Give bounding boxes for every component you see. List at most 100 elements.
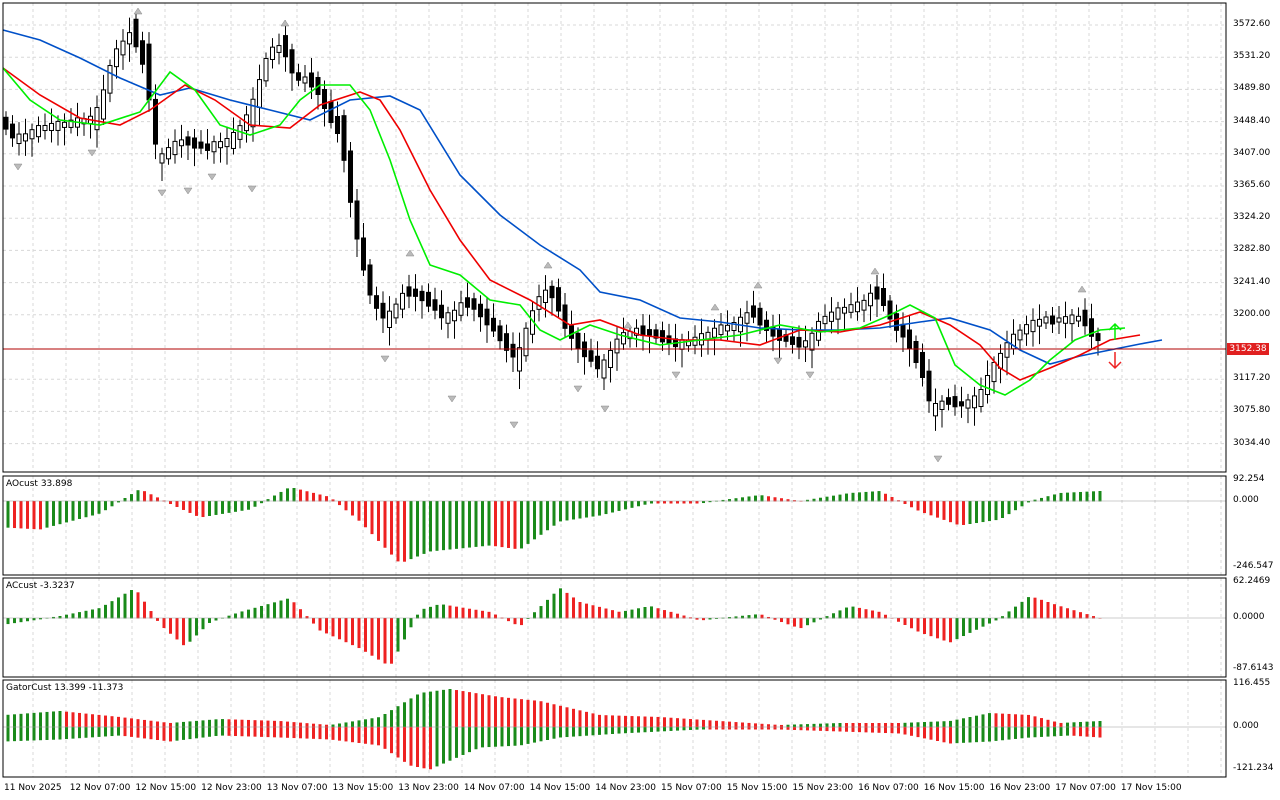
price-pane[interactable] [2,7,1226,463]
ao-axis-label: 92.254 [1233,474,1265,484]
gator-upper-bar [838,723,842,728]
candle-bull [1076,315,1081,322]
gator-lower-bar [123,727,127,737]
gator-lower-bar [975,727,978,743]
ac-histogram-bar [487,611,491,619]
ao-histogram-bar [156,497,159,502]
ac-histogram-bar [786,618,790,625]
ao-pane[interactable] [3,488,1226,562]
gator-upper-bar [916,722,920,728]
gator-upper-bar [695,719,699,728]
ao-histogram-bar [338,501,341,506]
gator-upper-bar [786,724,790,728]
ao-histogram-bar [208,501,211,516]
gator-lower-bar [325,727,328,740]
gator-lower-bar [780,727,783,730]
gator-upper-bar [117,716,120,728]
gator-lower-bar [299,727,302,739]
gator-upper-bar [292,722,296,728]
ac-histogram-bar [572,597,575,619]
gator-upper-bar [487,695,491,728]
candle-bull [608,350,613,368]
ao-histogram-bar [546,501,549,531]
gator-lower-bar [877,727,881,733]
ac-histogram-bar [682,615,686,619]
candle-bull [55,120,61,131]
ac-histogram-bar [396,618,400,652]
gator-lower-bar [1014,727,1017,739]
gator-upper-bar [643,716,647,728]
ac-histogram-bar [409,618,413,628]
gator-lower-bar [624,727,627,734]
ao-histogram-bar [84,501,88,518]
gator-lower-bar [559,727,562,738]
gator-upper-bar [409,698,413,728]
candle-bull [621,332,626,345]
ac-histogram-bar [552,593,556,619]
candle-bear [484,308,490,326]
gator-upper-bar [13,714,16,728]
gator-lower-bar [292,727,296,739]
ac-histogram-bar [1027,597,1030,619]
gator-lower-bar [1079,727,1082,737]
price-axis-label: 3407.00 [1233,147,1271,158]
ac-histogram-bar [903,618,907,625]
candle-bull [543,289,548,303]
candle-bull [445,312,451,324]
price-axis-label: 3324.20 [1233,212,1271,223]
ac-histogram-bar [832,613,835,619]
ao-histogram-bar [364,501,367,528]
time-axis-label: 17 Nov 15:00 [1120,783,1182,793]
gator-lower-bar [370,727,374,745]
time-axis-label: 14 Nov 07:00 [463,783,525,793]
gator-upper-bar [110,716,114,728]
gator-lower-bar [942,727,946,743]
ao-histogram-bar [188,501,192,513]
candle-bear [322,89,327,109]
gator-upper-bar [676,718,679,728]
ao-histogram-bar [858,492,861,502]
gator-lower-bar [45,727,49,740]
gator-lower-bar [728,727,731,730]
gator-upper-bar [988,713,991,728]
ao-histogram-bar [175,501,179,507]
gator-pane[interactable] [3,689,1226,770]
ac-histogram-bar [897,618,900,622]
ac-histogram-bar [858,607,861,619]
gator-upper-bar [708,720,712,728]
ao-histogram-bar [429,501,432,552]
gator-lower-bar [819,727,822,731]
fractal-up-marker [623,321,633,329]
gator-lower-bar [487,727,491,748]
ac-histogram-bar [279,600,283,619]
candle-bull [1056,317,1062,323]
ac-histogram-bar [637,608,640,619]
ac-histogram-bar [585,603,588,619]
ac-histogram-bar [130,590,133,619]
gator-lower-bar [162,727,166,741]
ac-pane[interactable] [3,588,1226,664]
ac-histogram-bar [364,618,367,652]
ac-histogram-bar [1092,616,1095,619]
ao-histogram-bar [279,491,283,502]
ac-histogram-bar [26,618,29,622]
ac-histogram-bar [162,618,166,629]
ac-histogram-bar [182,618,185,646]
gator-upper-bar [26,713,29,728]
ac-histogram-bar [617,611,621,619]
ac-histogram-bar [838,610,842,619]
gator-lower-bar [630,727,634,733]
ao-histogram-bar [754,495,757,502]
gator-lower-bar [734,727,738,730]
candle-bear [289,49,295,74]
ac-histogram-bar [39,618,42,620]
gator-upper-bar [208,719,211,728]
ac-histogram-bar [929,618,933,637]
ac-histogram-bar [936,618,939,639]
gator-upper-bar [1020,714,1024,728]
candle-bear [959,401,964,407]
ac-histogram-bar [338,618,341,640]
gator-upper-bar [325,724,328,728]
ao-histogram-bar [455,501,458,549]
